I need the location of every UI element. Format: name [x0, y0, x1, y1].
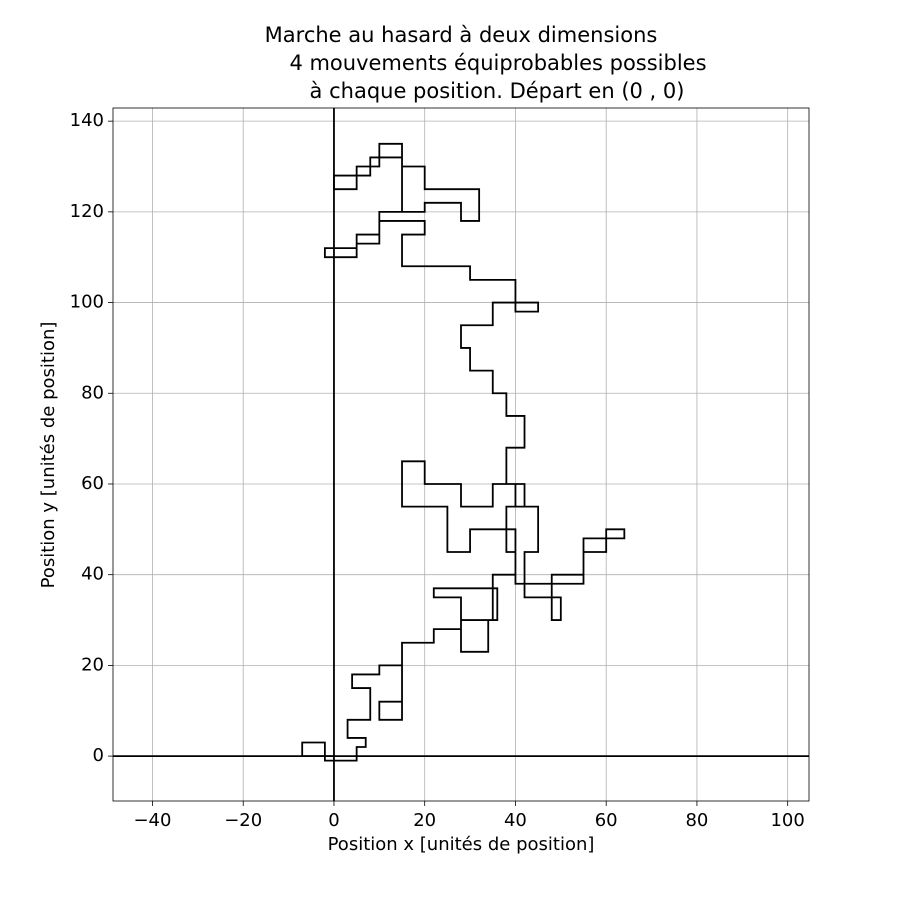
x-tick-label: 60	[595, 810, 618, 831]
y-tick-label: 40	[81, 564, 104, 585]
chart-title: Marche au hasard à deux dimensions	[265, 23, 658, 47]
x-axis-label: Position x [unités de position]	[328, 834, 595, 855]
x-tick-label: 100	[770, 810, 804, 831]
y-tick-label: 60	[81, 473, 104, 494]
y-tick-label: 20	[81, 654, 104, 675]
chart-title: à chaque position. Départ en (0 , 0)	[310, 79, 685, 103]
x-tick-label: −20	[224, 810, 262, 831]
x-tick-label: 20	[413, 810, 436, 831]
y-axis-label: Position y [unités de position]	[38, 322, 59, 589]
x-tick-label: 80	[685, 810, 708, 831]
x-tick-label: 40	[504, 810, 527, 831]
plot-frame	[112, 107, 810, 802]
walk-line	[301, 142, 626, 762]
y-tick-label: 120	[70, 201, 104, 222]
y-tick-label: 140	[70, 110, 104, 131]
chart-title: 4 mouvements équiprobables possibles	[289, 51, 706, 75]
y-tick-label: 0	[93, 745, 104, 766]
y-tick-label: 100	[70, 292, 104, 313]
x-tick-label: 0	[328, 810, 339, 831]
y-tick-label: 80	[81, 382, 104, 403]
x-tick-label: −40	[133, 810, 171, 831]
